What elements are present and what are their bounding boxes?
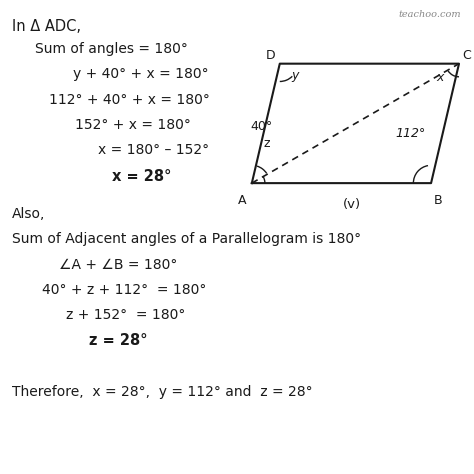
Text: x = 180° – 152°: x = 180° – 152°: [98, 143, 210, 157]
Text: z + 152°  = 180°: z + 152° = 180°: [65, 308, 185, 322]
Text: Sum of angles = 180°: Sum of angles = 180°: [36, 42, 188, 56]
Text: z: z: [264, 137, 270, 150]
Text: Therefore,  x = 28°,  y = 112° and  z = 28°: Therefore, x = 28°, y = 112° and z = 28°: [12, 384, 313, 399]
Text: x = 28°: x = 28°: [112, 169, 172, 183]
Text: In Δ ADC,: In Δ ADC,: [12, 19, 81, 34]
Text: (v): (v): [343, 198, 361, 211]
Text: 40°: 40°: [250, 120, 273, 133]
Text: 40° + z + 112°  = 180°: 40° + z + 112° = 180°: [42, 283, 207, 297]
Text: 112° + 40° + x = 180°: 112° + 40° + x = 180°: [49, 93, 210, 107]
Text: C: C: [462, 49, 471, 62]
Text: D: D: [265, 49, 275, 62]
Text: x: x: [437, 71, 444, 84]
Text: ∠A + ∠B = 180°: ∠A + ∠B = 180°: [59, 257, 177, 272]
Text: z = 28°: z = 28°: [89, 334, 147, 348]
Text: 112°: 112°: [395, 128, 425, 140]
Text: y: y: [292, 69, 299, 82]
Text: y + 40° + x = 180°: y + 40° + x = 180°: [73, 67, 208, 82]
Text: A: A: [238, 194, 247, 208]
Text: Sum of Adjacent angles of a Parallelogram is 180°: Sum of Adjacent angles of a Parallelogra…: [12, 232, 361, 246]
Text: Also,: Also,: [12, 207, 46, 220]
Text: 152° + x = 180°: 152° + x = 180°: [75, 118, 191, 132]
Text: teachoo.com: teachoo.com: [399, 10, 461, 19]
Text: B: B: [434, 194, 442, 208]
